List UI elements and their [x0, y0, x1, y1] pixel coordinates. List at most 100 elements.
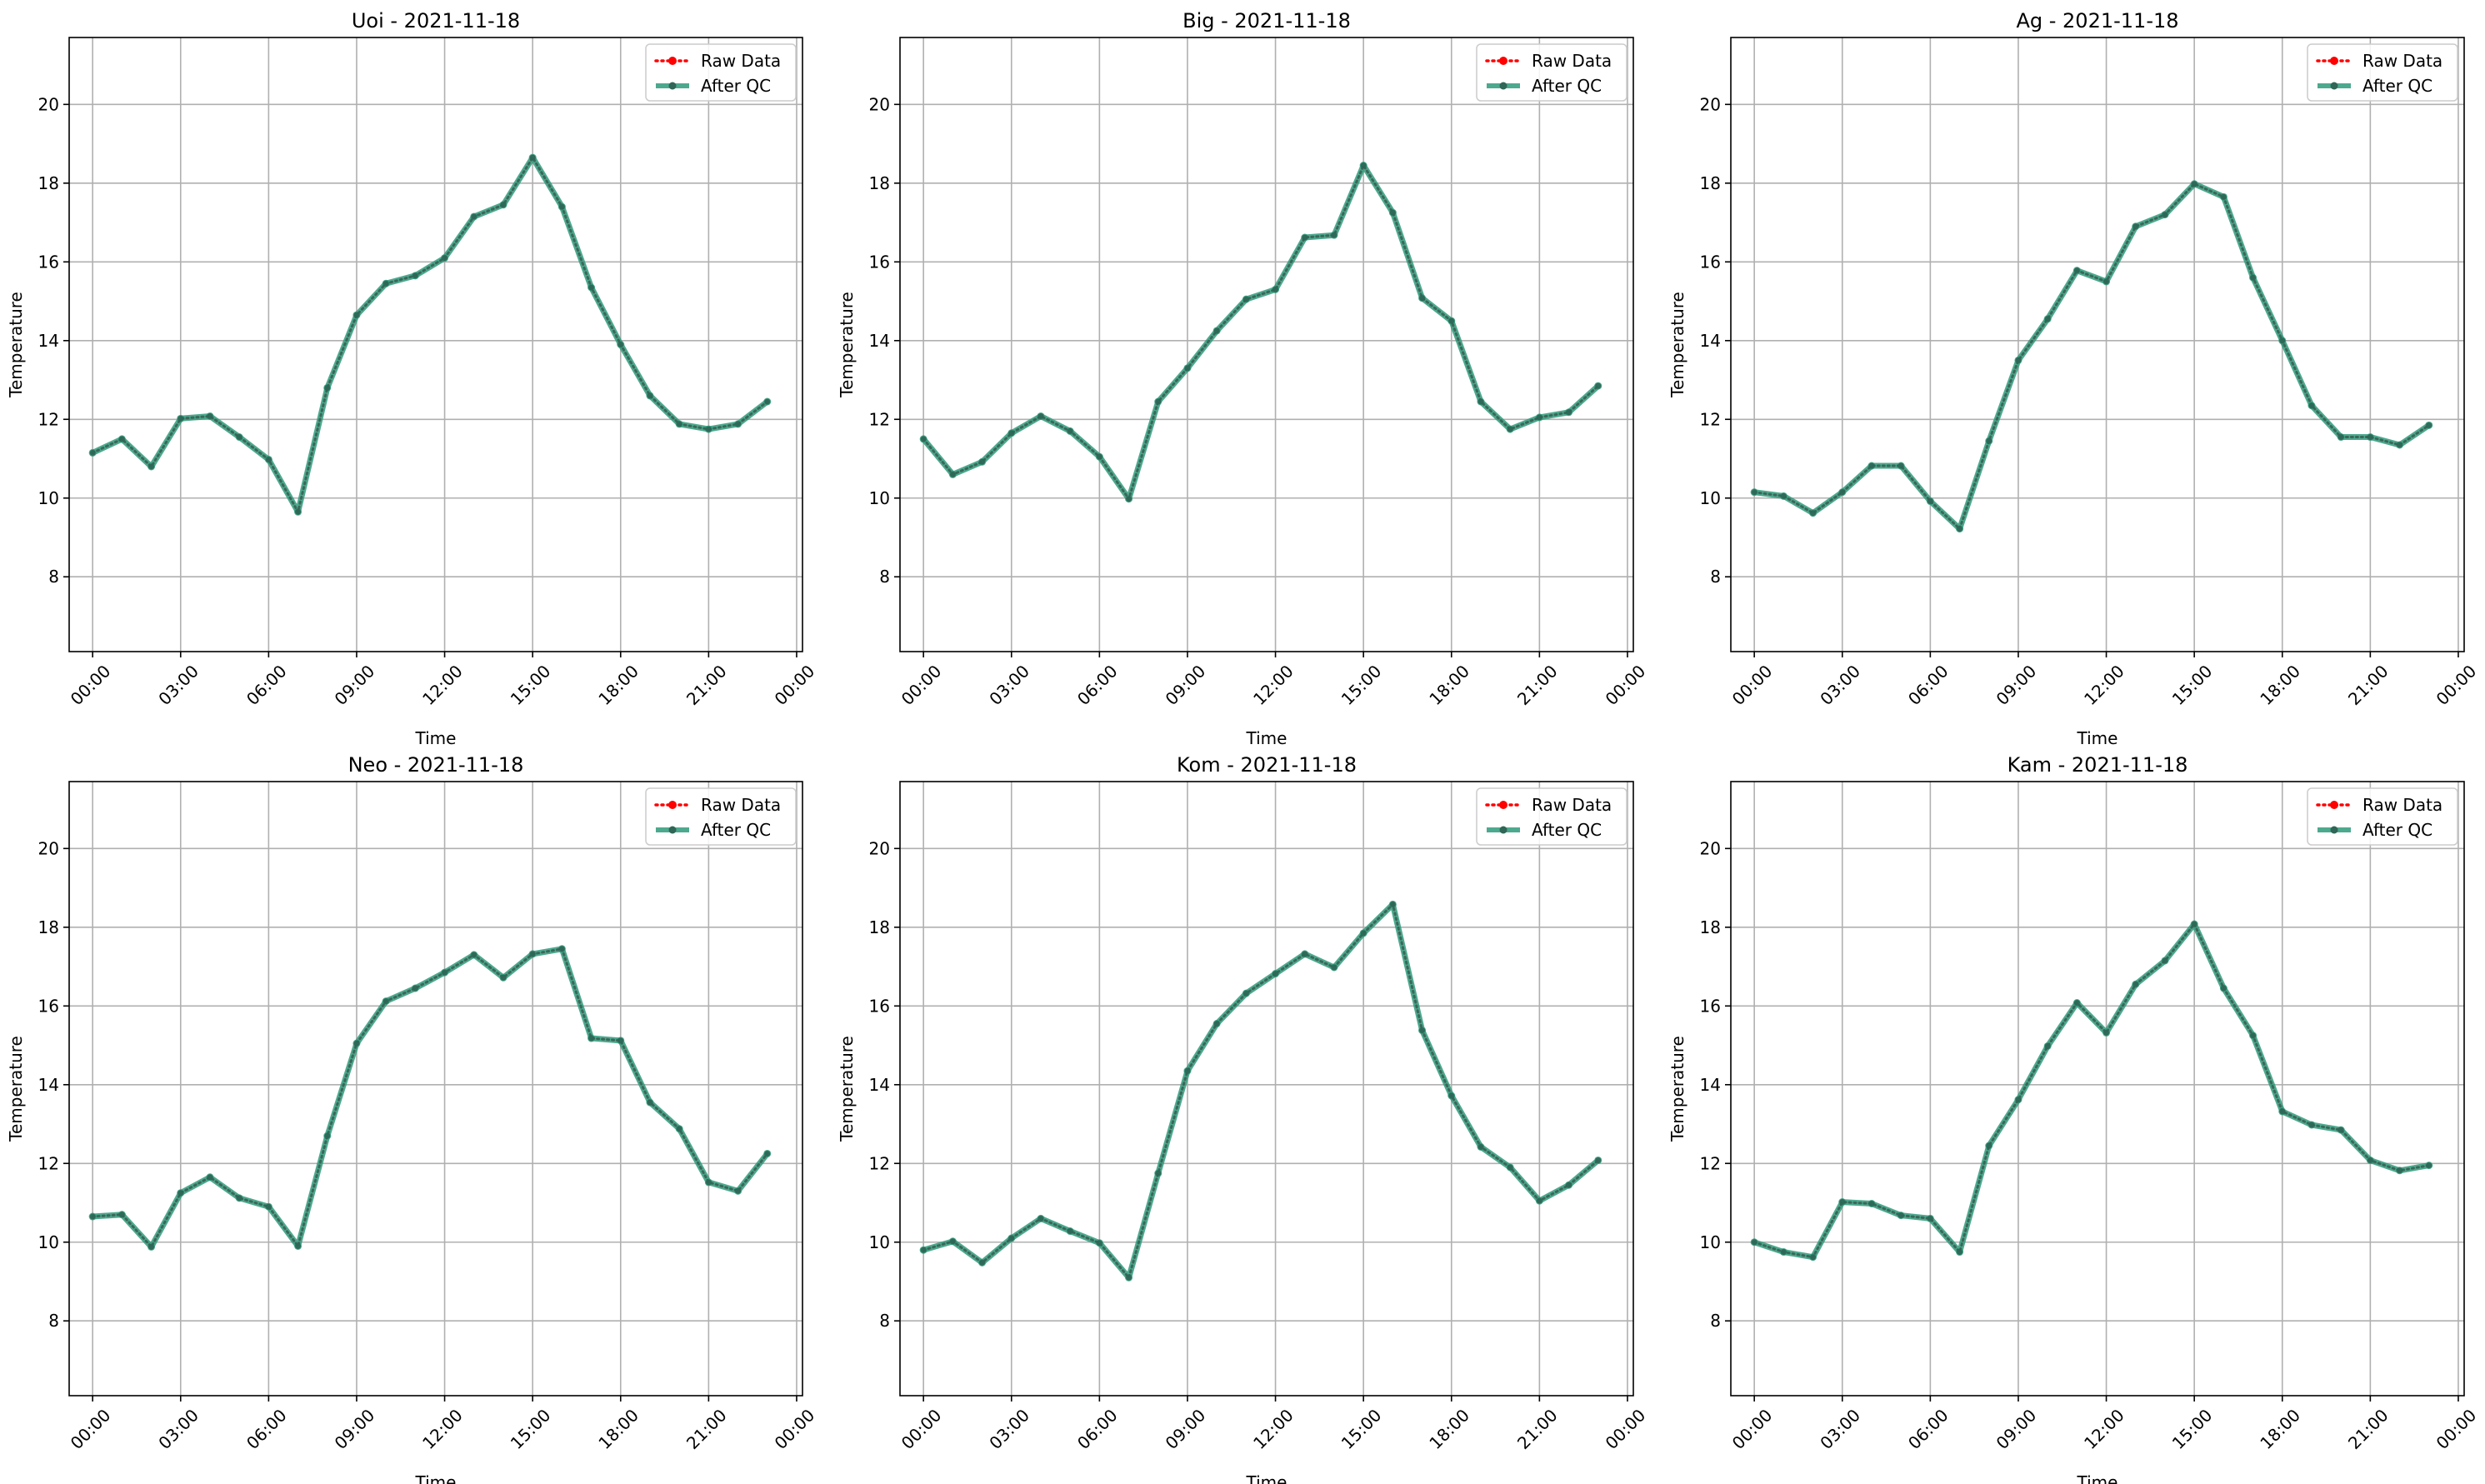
x-tick-label: 12:00	[2080, 661, 2128, 709]
chart-title: Kam - 2021-11-18	[2008, 753, 2188, 777]
data-point	[1008, 1235, 1015, 1242]
series-line	[922, 162, 1600, 502]
x-tick-label: 00:00	[898, 1405, 946, 1453]
x-tick-label: 06:00	[1904, 1405, 1952, 1453]
x-tick-label: 18:00	[2256, 661, 2304, 709]
x-tick-label: 21:00	[1513, 661, 1562, 709]
data-point	[2367, 1157, 2373, 1163]
data-point	[118, 1212, 125, 1218]
y-tick-label: 14	[1700, 1075, 1721, 1095]
data-point	[1780, 1249, 1787, 1256]
series-line	[91, 155, 769, 516]
data-point	[1957, 1249, 1963, 1256]
data-point	[382, 280, 389, 287]
data-point	[588, 1035, 595, 1042]
data-point	[118, 436, 125, 442]
x-tick-label: 03:00	[1816, 661, 1864, 709]
data-point	[2250, 274, 2257, 281]
plot-area	[900, 37, 1633, 652]
data-point	[676, 421, 682, 427]
data-point	[1595, 1157, 1602, 1163]
y-tick-label: 8	[1710, 567, 1721, 587]
y-axis-label: Temperature	[1668, 292, 1688, 398]
data-point	[2073, 267, 2080, 274]
data-point	[529, 951, 536, 957]
legend: Raw Data After QC	[2307, 787, 2458, 846]
x-tick-label: 15:00	[1338, 1405, 1386, 1453]
data-point	[412, 272, 418, 279]
legend-after-qc-label: After QC	[1532, 76, 1602, 96]
x-tick-label: 18:00	[2256, 1405, 2304, 1453]
data-point	[1302, 234, 1308, 241]
x-tick-label: 15:00	[2168, 661, 2217, 709]
x-tick-label: 00:00	[2432, 661, 2481, 709]
chart-title: Uoi - 2021-11-18	[352, 9, 520, 32]
data-point	[2279, 337, 2286, 344]
axes-frame	[1730, 781, 2465, 1397]
x-tick-label: 09:00	[1162, 1405, 1210, 1453]
x-tick-label: 09:00	[331, 661, 379, 709]
data-point	[735, 421, 742, 427]
data-point	[979, 1259, 986, 1266]
data-point	[1957, 526, 1963, 532]
legend-after-qc-label: After QC	[1532, 820, 1602, 840]
x-tick-label: 12:00	[418, 661, 467, 709]
series-line	[1752, 182, 2431, 532]
y-axis-label: Temperature	[837, 292, 857, 398]
x-axis-label: Time	[2077, 728, 2118, 748]
y-tick-label: 8	[879, 567, 890, 587]
y-tick-label: 16	[869, 252, 890, 272]
data-point	[1839, 1199, 1846, 1206]
y-tick-label: 10	[38, 488, 59, 508]
data-point	[500, 202, 507, 208]
legend-after-qc-marker	[1499, 82, 1508, 90]
data-point	[1448, 317, 1455, 324]
chart-title: Kom - 2021-11-18	[1177, 753, 1357, 777]
plot-area	[1731, 37, 2464, 652]
data-point	[1448, 1092, 1455, 1099]
x-tick-label: 12:00	[1249, 661, 1298, 709]
series-raw-data	[89, 154, 771, 516]
data-point	[1184, 365, 1191, 372]
x-tick-label: 21:00	[682, 1405, 731, 1453]
x-tick-label: 03:00	[154, 661, 202, 709]
data-point	[2103, 1029, 2110, 1036]
data-point	[1331, 232, 1338, 238]
y-tick-label: 18	[869, 917, 890, 937]
x-tick-label: 21:00	[682, 661, 731, 709]
legend-after-qc-marker	[668, 826, 677, 834]
data-point	[1213, 327, 1220, 334]
legend-raw-data-label: Raw Data	[2362, 795, 2442, 815]
x-tick-label: 03:00	[985, 1405, 1033, 1453]
x-tick-label: 12:00	[2080, 1405, 2128, 1453]
chart-title: Ag - 2021-11-18	[2016, 9, 2178, 32]
y-tick-label: 20	[869, 838, 890, 858]
data-point	[1927, 498, 1933, 505]
chart-panel-3: 00:00 03:00 06:00 09:00 12:00 15:00 18:00 21:00…	[1668, 9, 2480, 748]
data-point	[2162, 212, 2168, 218]
legend-raw-data-marker	[668, 57, 677, 65]
data-point	[2220, 193, 2227, 200]
data-point	[1155, 398, 1162, 405]
x-axis-label: Time	[2077, 1472, 2118, 1484]
y-tick-label: 14	[38, 331, 59, 351]
y-tick-label: 12	[869, 409, 890, 429]
x-axis-label: Time	[1246, 1472, 1288, 1484]
data-point	[471, 952, 478, 958]
data-point	[1038, 1215, 1044, 1222]
y-tick-label: 18	[38, 917, 59, 937]
x-tick-label: 21:00	[2344, 1405, 2392, 1453]
data-point	[2132, 223, 2139, 230]
data-point	[412, 985, 418, 992]
y-tick-label: 8	[879, 1311, 890, 1331]
data-point	[295, 1242, 302, 1249]
data-point	[89, 1213, 96, 1220]
series-raw-data	[1751, 921, 2432, 1261]
legend-raw-data-marker	[1499, 801, 1508, 809]
data-point	[647, 1099, 653, 1106]
data-point	[2308, 1122, 2315, 1128]
data-point	[529, 154, 536, 161]
x-tick-label: 03:00	[1816, 1405, 1864, 1453]
y-tick-label: 14	[869, 331, 890, 351]
